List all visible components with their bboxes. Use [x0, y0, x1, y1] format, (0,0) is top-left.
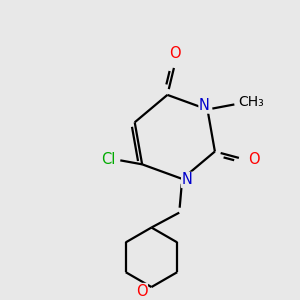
Text: N: N	[199, 98, 210, 113]
Text: N: N	[182, 172, 193, 188]
Text: CH₃: CH₃	[238, 94, 264, 109]
Text: O: O	[248, 152, 260, 167]
Text: Cl: Cl	[101, 152, 116, 167]
Text: O: O	[169, 46, 181, 61]
Text: O: O	[136, 284, 147, 298]
